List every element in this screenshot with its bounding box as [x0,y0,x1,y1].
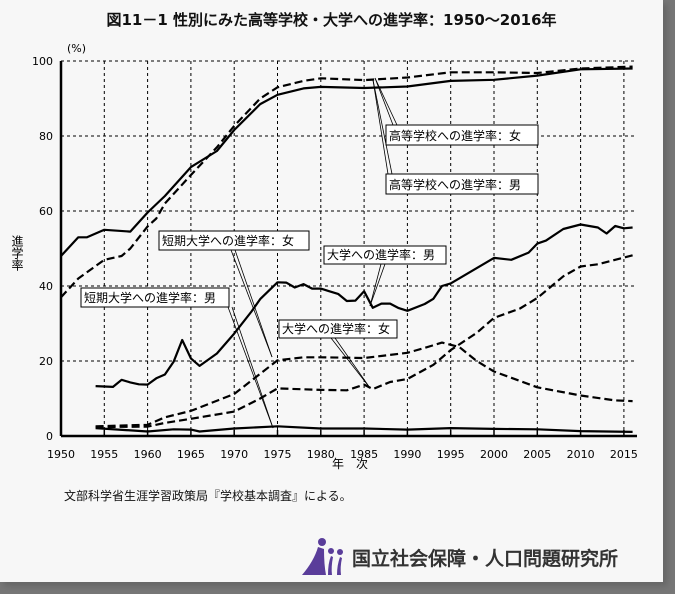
callout-leader [372,79,393,175]
series-label: 短期大学への進学率：男 [84,290,216,305]
series-line-4 [95,341,633,428]
callout-leader [369,263,382,307]
callout-box [385,173,539,195]
callout-box [158,230,310,251]
x-tick-label: 1995 [437,448,465,461]
callout-leader [227,306,274,429]
x-tick-label: 2015 [610,448,638,461]
callout-leader [234,249,273,358]
x-tick-label: 1970 [220,448,248,461]
ipss-logo: 国立社会保障・人口問題研究所 [300,537,618,577]
x-tick-label: 1975 [264,448,292,461]
series-line-5 [95,425,633,433]
y-tick-label: 20 [39,355,53,368]
y-tick-label: 80 [39,130,53,143]
series-label: 大学への進学率：男 [327,247,435,262]
y-unit-label: (%) [67,42,86,55]
y-axis-label: 進学率 [10,235,24,271]
callout-box [323,245,447,265]
series-line-1 [60,67,633,257]
y-tick-label: 0 [46,430,53,443]
series-line-3 [95,254,633,429]
y-tick-label: 100 [32,55,53,68]
x-tick-label: 1965 [177,448,205,461]
chart-title: 図11－1 性別にみた高等学校・大学への進学率：1950～2016年 [106,11,557,29]
y-tick-label: 40 [39,280,53,293]
callout-box [80,287,230,308]
series-line-0 [60,65,633,299]
logo-text: 国立社会保障・人口問題研究所 [352,547,619,570]
series-label: 高等学校への進学率：男 [389,177,521,192]
series-line-2 [95,223,633,388]
logo-mark-icon [302,538,343,575]
x-tick-label: 1955 [90,448,118,461]
series-label: 大学への進学率：女 [282,321,390,336]
callout-leader [334,337,371,389]
chart-window: 図11－1 性別にみた高等学校・大学への進学率：1950～2016年 0 20 40… [0,0,663,582]
x-tick-label: 2000 [480,448,508,461]
x-tick-label: 1950 [47,448,75,461]
y-tick-label: 60 [39,205,53,218]
callout-leader [374,77,394,126]
callout-leader [231,306,274,429]
source-note: 文部科学省生涯学習政策局『学校基本調査』による。 [64,489,352,503]
series-label: 短期大学への進学率：女 [162,233,294,248]
callout-leader [372,79,389,175]
x-tick-label: 1980 [307,448,335,461]
series-label: 高等学校への進学率：女 [389,128,521,143]
callout-leader [374,77,398,126]
callout-box [385,124,539,146]
x-axis-label: 年 次 [332,457,368,471]
line-chart: 0 20 40 60 80 100 1950 1955 1960 1965 1970 1975 1980… [10,42,638,471]
x-tick-label: 1990 [393,448,421,461]
x-tick-label: 1985 [350,448,378,461]
x-tick-label: 2010 [567,448,595,461]
x-tick-label: 2005 [523,448,551,461]
callout-leader [230,249,273,358]
callout-box [278,319,398,339]
callout-leader [369,263,386,307]
callout-leader [330,337,371,389]
x-tick-label: 1960 [134,448,162,461]
